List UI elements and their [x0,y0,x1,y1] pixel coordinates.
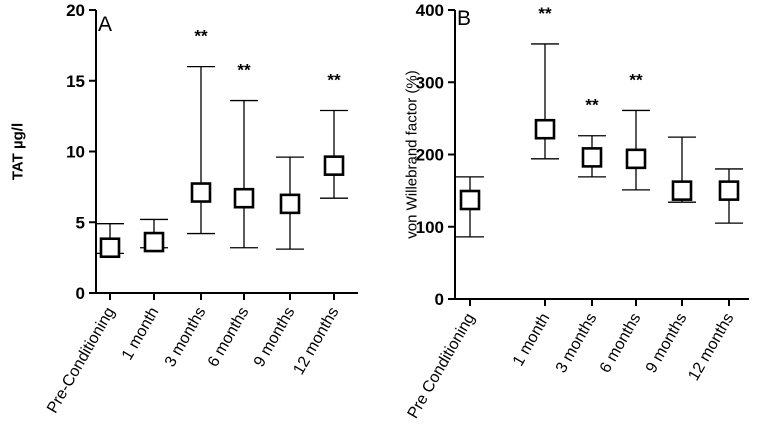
a-y-tick-label-1: 5 [76,213,85,232]
a-data-point-4 [279,193,301,215]
a-significance-3: ** [237,61,251,80]
b-x-tick-label-1: 1 month [510,311,554,370]
b-data-point-1 [534,118,556,140]
a-y-tick-label-3: 15 [66,72,85,91]
a-data-point-2 [190,182,212,203]
a-y-axis-label: TAT µg/l [10,123,27,180]
b-data-point-5 [718,180,740,201]
a-data-point-5 [323,155,345,176]
b-y-tick-label-2: 200 [416,146,444,165]
b-significance-3: ** [629,70,643,89]
b-y-tick-label-0: 0 [435,290,444,309]
b-x-tick-label-2: 3 months [553,311,601,376]
b-y-tick-label-1: 100 [416,218,444,237]
a-data-point-3 [233,187,255,209]
b-panel-label: B [457,7,471,30]
b-significance-1: ** [538,4,552,23]
b-y-tick-label-3: 300 [416,73,444,92]
a-y-tick-label-2: 10 [66,143,85,162]
b-significance-2: ** [585,96,599,115]
a-data-point-1 [143,231,165,253]
b-x-tick-label-4: 9 months [643,311,691,376]
b-data-point-4 [671,180,693,201]
b-x-tick-label-5: 12 months [685,311,737,384]
b-y-axis-label: von Willebrand factor (%) [404,70,421,238]
a-panel-label: A [98,13,112,36]
a-data-point-0 [99,237,121,259]
b-data-point-0 [459,189,481,211]
b-x-tick-label-0: Pre Conditioning [405,311,479,422]
a-y-tick-label-4: 20 [66,1,85,20]
a-significance-5: ** [327,70,341,89]
b-x-tick-label-3: 6 months [597,311,645,376]
a-y-tick-label-0: 0 [76,284,85,303]
b-data-point-3 [625,148,647,170]
b-data-point-2 [581,147,603,168]
b-y-tick-label-4: 400 [416,1,444,20]
a-significance-2: ** [194,27,208,46]
